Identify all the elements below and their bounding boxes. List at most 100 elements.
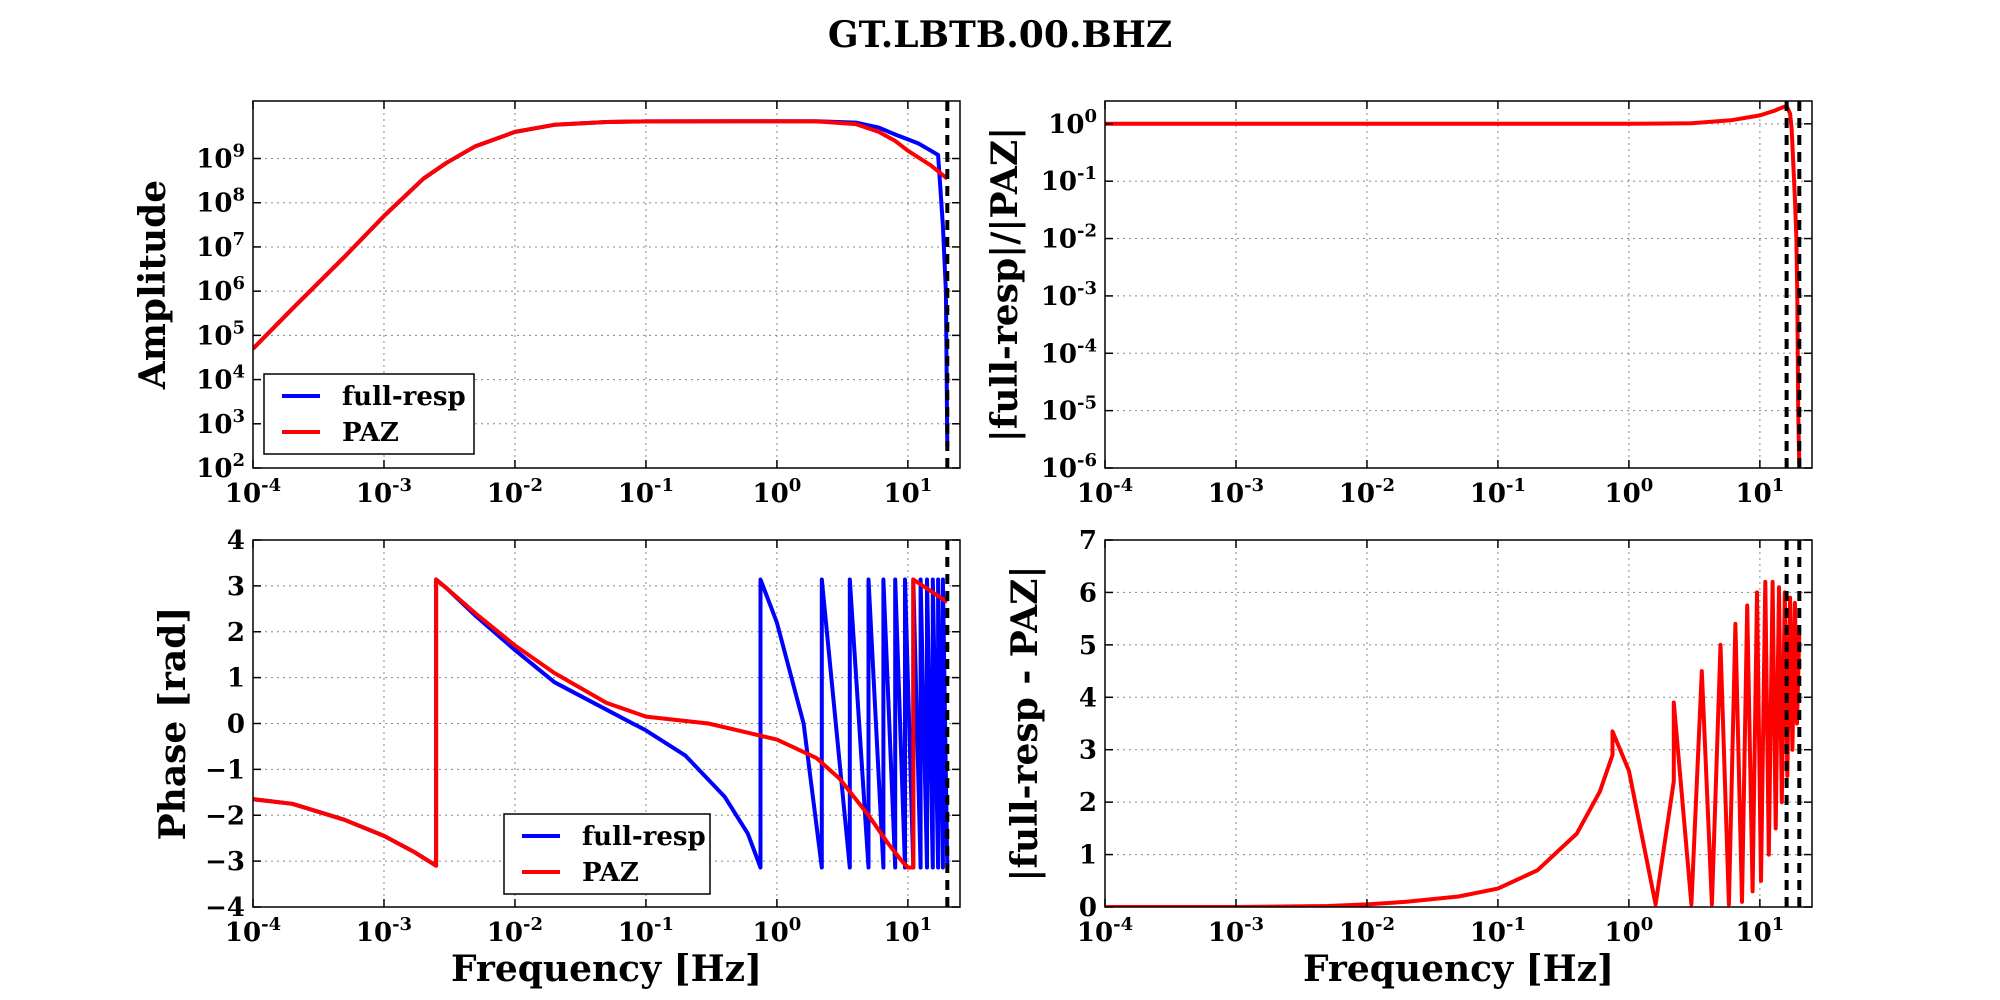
panel-phase-diff: 10-4 10-3 10-2 10-1 100 10101234567|full-resp… [1004,526,1813,990]
tick-exponent: 0 [789,914,802,935]
y-axis-label: Amplitude [132,180,174,390]
tick-base: 10 [1736,479,1772,509]
tick-base: 10 [1605,479,1641,509]
tick-exponent: -2 [523,914,543,935]
tick-exponent: 8 [232,185,245,206]
tick-base: 10 [196,233,232,263]
y-tick-label: 7 [1079,526,1097,556]
tick-exponent: 1 [920,914,933,935]
y-tick-label: 4 [227,526,245,556]
tick-exponent: -5 [1077,393,1097,414]
panel-amplitude: 10-4 10-3 10-2 10-1 100 101102103104105106107… [132,100,961,509]
legend-box [263,373,475,455]
x-tick-label: 10-1 [618,475,674,509]
tick-exponent: -4 [261,914,281,935]
tick-exponent: -4 [261,475,281,496]
tick-base: 10 [196,366,232,396]
x-tick-label: 10-3 [356,475,412,509]
tick-exponent: -4 [1113,475,1133,496]
tick-base: 10 [1041,167,1077,197]
x-tick-label: 101 [884,914,933,948]
panel-amp-ratio: 10-4 10-3 10-2 10-1 100 10110-610-510-410-310… [984,100,1813,509]
tick-base: 10 [1470,918,1506,948]
x-tick-label: 10-1 [1470,475,1526,509]
series-line-paz [253,119,949,351]
tick-base: 10 [1736,918,1772,948]
y-tick-label: 2 [227,618,245,648]
panel-phase: 10-4 10-3 10-2 10-1 100 101−4−3−2−101234Phase… [152,526,961,990]
tick-exponent: -4 [1077,335,1097,356]
y-tick-label: −1 [205,755,245,785]
tick-base: 10 [753,918,789,948]
tick-exponent: -3 [392,475,412,496]
x-tick-label: 10-1 [1470,914,1526,948]
tick-base: 10 [1048,110,1084,140]
figure-title: GT.LBTB.00.BHZ [827,14,1173,56]
tick-exponent: 0 [789,475,802,496]
x-tick-label: 101 [1736,475,1785,509]
y-axis-label: Phase [rad] [152,607,194,841]
y-tick-label: 104 [196,362,245,396]
tick-exponent: 0 [1641,475,1654,496]
tick-base: 10 [1208,918,1244,948]
legend-label-full-resp: full-resp [582,822,706,852]
tick-base: 10 [196,410,232,440]
y-tick-label: 100 [1048,106,1097,140]
y-tick-label: 103 [196,406,245,440]
tick-base: 10 [1605,918,1641,948]
x-tick-label: 10-2 [1339,914,1395,948]
tick-exponent: -1 [1077,163,1097,184]
x-axis-label: Frequency [Hz] [1303,948,1614,990]
legend-box [503,813,711,895]
y-tick-label: 10-1 [1041,163,1097,197]
x-tick-label: 100 [753,914,802,948]
tick-exponent: -3 [1244,475,1264,496]
tick-exponent: -3 [392,914,412,935]
y-tick-label: 109 [196,141,245,175]
tick-base: 10 [753,479,789,509]
tick-base: 10 [196,321,232,351]
tick-exponent: 0 [1641,914,1654,935]
tick-base: 10 [356,918,392,948]
y-tick-label: 0 [227,710,245,740]
series-line-difference [1105,579,1802,907]
y-tick-label: 10-6 [1041,450,1097,484]
y-tick-label: 10-2 [1041,221,1097,255]
tick-base: 10 [487,479,523,509]
tick-exponent: -4 [1113,914,1133,935]
tick-base: 10 [1339,918,1375,948]
tick-base: 10 [884,918,920,948]
tick-exponent: 4 [232,362,245,383]
x-tick-label: 10-2 [487,475,543,509]
tick-base: 10 [618,479,654,509]
y-axis-label: |full-resp|/|PAZ| [984,127,1026,442]
tick-exponent: 2 [232,450,245,471]
y-tick-label: −4 [205,893,245,923]
y-tick-label: 6 [1079,578,1097,608]
axes-frame [1104,539,1813,908]
axes-frame [252,100,961,469]
y-tick-label: −2 [205,801,245,831]
y-tick-label: 0 [1079,893,1097,923]
tick-base: 10 [1041,282,1077,312]
x-tick-label: 100 [1605,475,1654,509]
y-tick-label: −3 [205,847,245,877]
tick-exponent: -1 [654,914,674,935]
tick-exponent: 7 [232,229,245,250]
tick-exponent: -2 [1375,914,1395,935]
x-tick-label: 100 [1605,914,1654,948]
y-tick-label: 1 [227,664,245,694]
y-tick-label: 108 [196,185,245,219]
y-tick-label: 3 [227,572,245,602]
legend-label-full-resp: full-resp [342,382,466,412]
tick-exponent: -1 [654,475,674,496]
tick-exponent: 1 [1772,475,1785,496]
legend: full-resp PAZ [263,373,475,455]
tick-base: 10 [196,189,232,219]
series-line-paz [253,577,949,870]
tick-base: 10 [618,918,654,948]
x-tick-label: 10-4 [225,475,281,509]
x-tick-label: 10-4 [1077,475,1133,509]
legend: full-resp PAZ [503,813,711,895]
